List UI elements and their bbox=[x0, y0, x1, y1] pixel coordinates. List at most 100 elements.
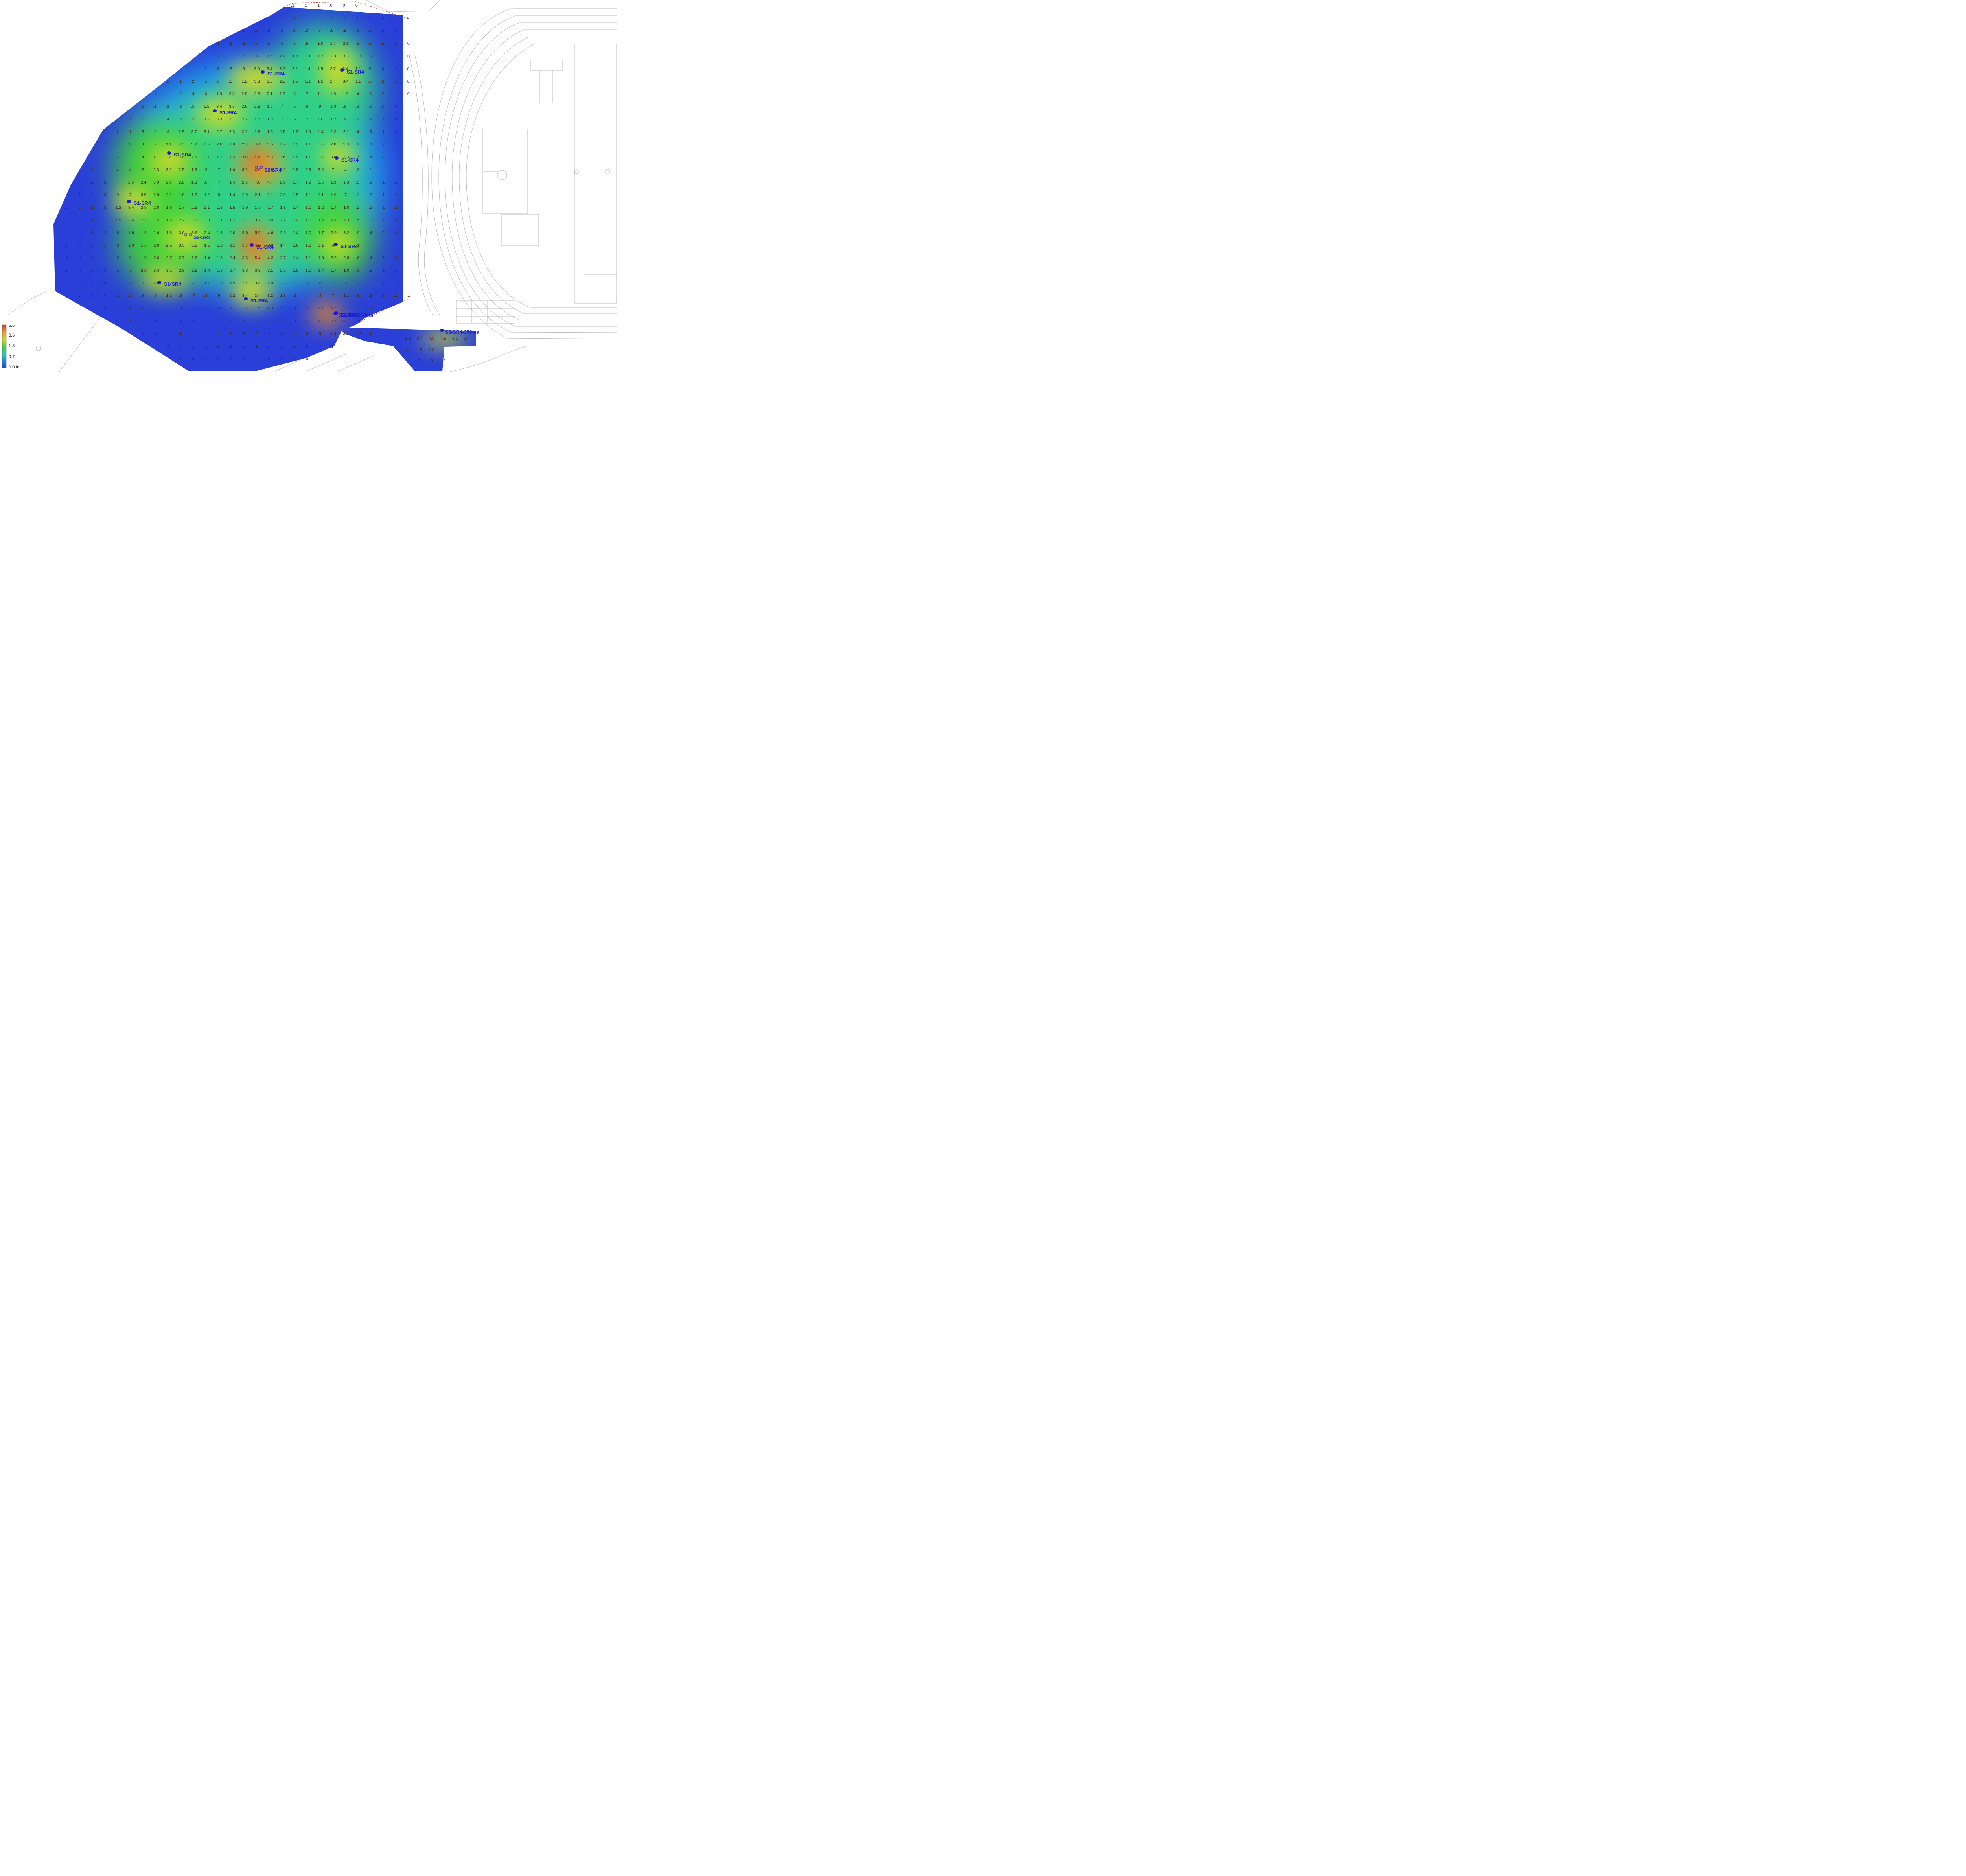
grid-value: .2 bbox=[242, 331, 245, 336]
grid-value: 2.1 bbox=[230, 243, 236, 248]
luminaire[interactable]: S2-SR4 bbox=[184, 233, 211, 240]
grid-value: 3.5 bbox=[267, 142, 273, 147]
grid-value: .0 bbox=[329, 3, 333, 8]
hm-warm-10 bbox=[232, 275, 271, 307]
grid-value: 2.5 bbox=[280, 79, 285, 84]
grid-value: .2 bbox=[356, 168, 359, 172]
luminaire[interactable]: S1-SR4 bbox=[127, 200, 151, 206]
grid-value: .1 bbox=[128, 319, 131, 324]
grid-value: .0 bbox=[406, 66, 409, 71]
grid-value: .2 bbox=[381, 92, 385, 96]
grid-value: .4 bbox=[306, 293, 309, 298]
grid-value: .4 bbox=[115, 168, 119, 172]
grid-value: .8 bbox=[405, 348, 409, 352]
grid-value: 3.6 bbox=[242, 256, 248, 260]
grid-value: 1.0 bbox=[343, 205, 349, 210]
grid-value: .1 bbox=[316, 3, 320, 8]
luminaire-symbol bbox=[255, 166, 258, 169]
grid-value: 1.3 bbox=[216, 92, 222, 96]
grid-value: .1 bbox=[166, 79, 169, 84]
luminaire[interactable]: S3-SR4-350ma bbox=[440, 329, 480, 335]
center-mark bbox=[605, 169, 610, 175]
grid-value: 1.2 bbox=[241, 79, 247, 84]
grid-value: 1.8 bbox=[306, 243, 311, 248]
luminaire[interactable]: S1-SR4 bbox=[244, 297, 268, 304]
grid-value: 2.3 bbox=[330, 54, 336, 59]
grid-value: .7 bbox=[306, 281, 309, 285]
grid-value: 2.4 bbox=[204, 230, 210, 235]
hm-warm bbox=[228, 63, 283, 94]
grid-value: 3.1 bbox=[204, 129, 210, 134]
track-lane-1 bbox=[438, 15, 617, 333]
grid-value: 1.5 bbox=[229, 155, 235, 160]
grid-value: 2.6 bbox=[153, 256, 159, 260]
grid-value: 2.9 bbox=[230, 281, 236, 285]
hm-warm-3 bbox=[197, 98, 244, 130]
luminaire-symbol bbox=[261, 70, 265, 74]
grid-value: .1 bbox=[241, 344, 245, 349]
grid-value: .1 bbox=[394, 155, 398, 160]
grid-value: .0 bbox=[254, 357, 258, 361]
grid-value: .2 bbox=[356, 193, 359, 197]
grid-value: 1.4 bbox=[229, 180, 235, 185]
grid-value: 2.4 bbox=[141, 180, 147, 185]
track-lane-2 bbox=[445, 22, 617, 327]
grid-value: 1.5 bbox=[293, 268, 299, 273]
grid-value: .5 bbox=[191, 104, 195, 109]
grid-value: .9 bbox=[343, 117, 346, 122]
luminaire[interactable]: S1-SR4 bbox=[167, 151, 191, 158]
luminaire[interactable]: S1-SR4 bbox=[335, 156, 359, 163]
luminaire[interactable]: S1-SR4 bbox=[157, 281, 181, 287]
luminaire[interactable]: S3-SR4-350ma bbox=[333, 312, 374, 318]
grid-value: .0 bbox=[406, 92, 410, 96]
grid-value: 3.6 bbox=[242, 230, 248, 235]
site-linework bbox=[7, 0, 617, 372]
illuminance-grid-values: .1 .1 .1 .0 .0 .0 .1 .1 .1 .1 .2 .2 .2 .1 .0 .0 .0 .0 .1 .2… bbox=[65, 3, 468, 363]
grid-value: .8 bbox=[116, 230, 119, 235]
grid-value: .1 bbox=[381, 281, 385, 285]
luminaire-label: S1-SR4 bbox=[219, 110, 237, 116]
grid-value: 2.1 bbox=[343, 129, 349, 134]
grid-value: .7 bbox=[343, 193, 347, 197]
grid-value: 1.5 bbox=[317, 79, 323, 84]
grid-value: .1 bbox=[140, 319, 144, 324]
grid-value: .1 bbox=[178, 79, 182, 84]
luminaire[interactable]: S2-SR4 bbox=[255, 166, 282, 173]
grid-value: .7 bbox=[305, 117, 309, 122]
grid-value: .2 bbox=[381, 54, 385, 59]
luminaire[interactable]: S1-SR4 bbox=[213, 109, 237, 116]
grid-value: .6 bbox=[356, 256, 360, 260]
grid-value: 1.1 bbox=[166, 142, 172, 147]
luminaire[interactable]: S1-SR4 bbox=[250, 243, 274, 250]
grid-value: .1 bbox=[241, 28, 245, 33]
grid-value: 2.2 bbox=[166, 193, 172, 197]
grid-value: 1.1 bbox=[343, 293, 349, 298]
grid-value: .6 bbox=[368, 54, 372, 59]
grid-value: .2 bbox=[393, 348, 397, 352]
luminaire[interactable]: S1-SR4 bbox=[334, 243, 358, 249]
grid-value: .1 bbox=[103, 155, 106, 160]
grid-value: .0 bbox=[90, 256, 94, 260]
grid-value: .3 bbox=[179, 306, 182, 311]
grid-value: .0 bbox=[65, 281, 68, 285]
grid-value: .7 bbox=[331, 168, 334, 172]
grid-value: .0 bbox=[292, 357, 296, 361]
luminaire[interactable]: S1-SR4 bbox=[261, 70, 285, 77]
grid-value: .4 bbox=[103, 193, 106, 197]
grid-value: 1.7 bbox=[230, 218, 236, 223]
grid-value: 2.7 bbox=[280, 142, 286, 147]
luminaire-label: S1-SR4 bbox=[341, 312, 358, 318]
grid-value: .0 bbox=[394, 281, 398, 285]
grid-value: .0 bbox=[103, 268, 107, 273]
grid-value: 1.6 bbox=[141, 243, 147, 248]
grid-value: .6 bbox=[317, 28, 321, 33]
grid-value: .9 bbox=[464, 336, 468, 341]
grid-value: 1.7 bbox=[267, 205, 273, 210]
grid-value: 3.2 bbox=[330, 319, 336, 324]
grid-value: .0 bbox=[103, 293, 106, 298]
grid-value: .0 bbox=[178, 344, 182, 349]
grid-value: .1 bbox=[116, 293, 119, 298]
grid-value: .2 bbox=[381, 41, 385, 46]
grid-value: .8 bbox=[343, 28, 346, 33]
luminaire[interactable]: S1-SR4 bbox=[340, 68, 364, 75]
